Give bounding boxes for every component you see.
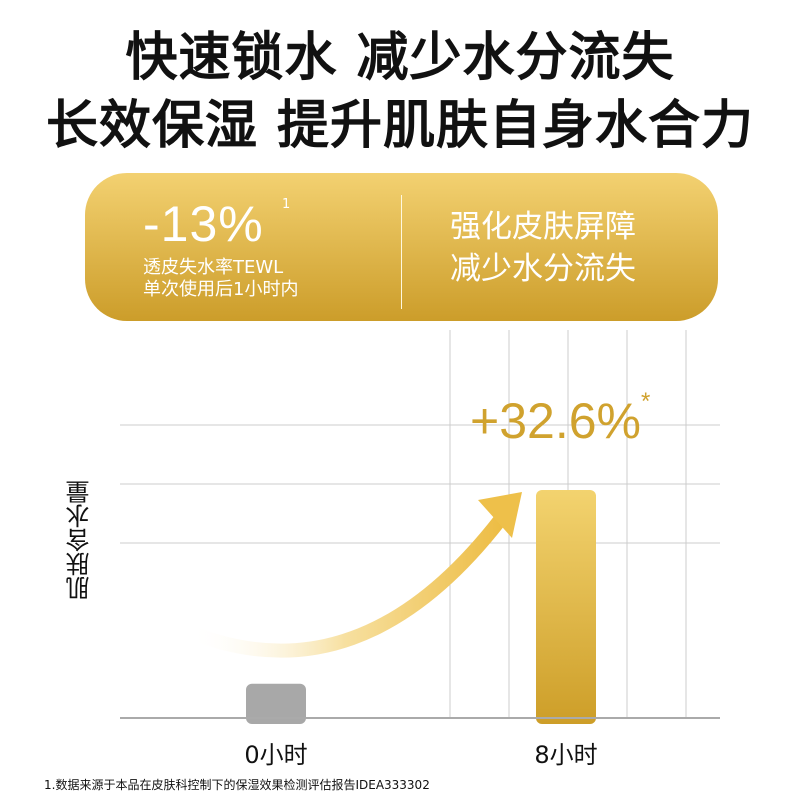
banner-divider — [401, 195, 402, 309]
increase-value: +32.6% — [470, 393, 641, 449]
stat-label: 透皮失水率TEWL — [143, 257, 284, 278]
y-axis-label: 肌肤含水量 — [66, 480, 94, 600]
growth-arrow-icon — [183, 513, 507, 658]
claim-line2: 减少水分流失 — [450, 251, 636, 287]
stat-banner: -13% 1 透皮失水率TEWL 单次使用后1小时内 强化皮肤屏障 减少水分流失 — [85, 173, 718, 321]
footnote: 1.数据来源于本品在皮肤科控制下的保湿效果检测评估报告IDEA333302 — [44, 778, 430, 792]
claim-line1: 强化皮肤屏障 — [450, 209, 636, 245]
annotation-mark: * — [640, 388, 651, 415]
bar-0h — [246, 683, 306, 724]
stat-condition: 单次使用后1小时内 — [143, 279, 299, 300]
stat-footnote-mark: 1 — [282, 197, 291, 212]
x-tick-8h: 8小时 — [534, 741, 598, 769]
bar-8h — [536, 490, 596, 724]
headline-line2: 长效保湿 提升肌肤自身水合力 — [45, 96, 755, 156]
tewl-stat: -13% — [143, 196, 264, 252]
increase-annotation: +32.6%* — [470, 388, 650, 450]
x-tick-0h: 0小时 — [244, 741, 308, 769]
headline-line1: 快速锁水 减少水分流失 — [125, 28, 675, 88]
arrowhead-icon — [478, 492, 522, 538]
gridlines — [120, 330, 720, 718]
